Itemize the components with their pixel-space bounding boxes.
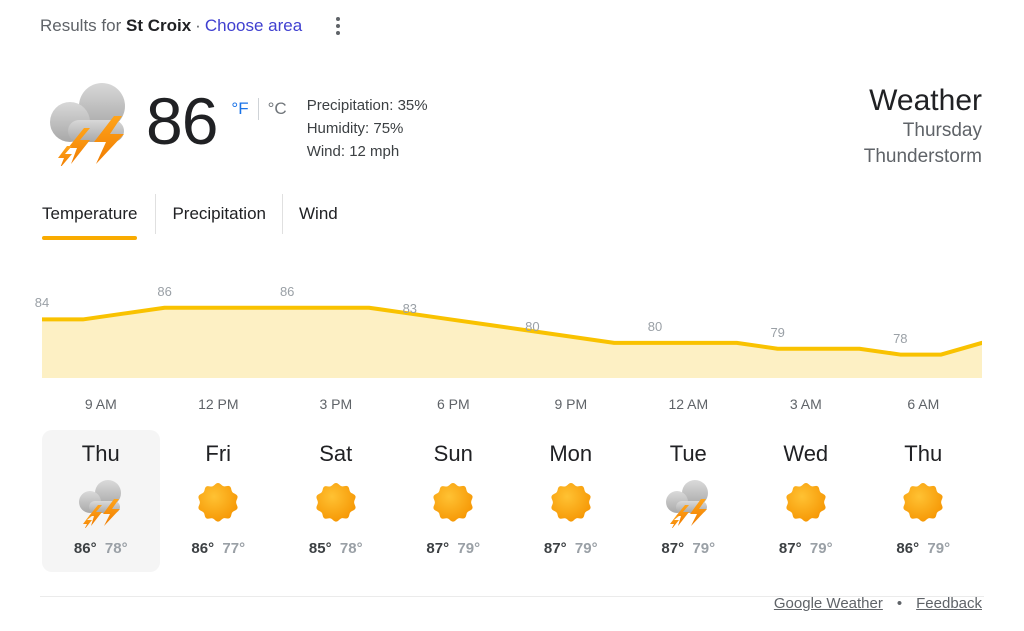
unit-divider [257,98,259,120]
forecast-low-temp: 79° [919,540,951,557]
daily-forecast: Thu 86° 78° Fri 86° 77° Sat [42,430,982,572]
forecast-low-temp: 79° [801,540,833,557]
time-axis-label: 3 AM [789,396,822,412]
chart-tabs: Temperature Precipitation Wind [40,194,354,240]
time-axis-label: 12 AM [668,396,709,412]
forecast-day-name: Sat [319,441,353,466]
forecast-day-card[interactable]: Wed 87° 79° [747,430,865,572]
forecast-high-temp: 86° [191,540,215,557]
time-axis-label: 9 AM [84,396,117,412]
forecast-day-temps: 86° 78° [74,540,128,557]
forecast-day-name: Tue [669,441,707,466]
forecast-day-card[interactable]: Thu 86° 79° [865,430,983,572]
forecast-day-card[interactable]: Thu 86° 78° [42,430,160,572]
weather-title-block: Weather Thursday Thunderstorm [864,84,982,170]
tab-temperature-label: Temperature [42,204,138,223]
sunny-icon [544,478,598,528]
current-day-label: Thursday [902,120,982,141]
forecast-day-card[interactable]: Sun 87° 79° [395,430,513,572]
forecast-day-temps: 87° 79° [661,540,715,557]
tab-precipitation[interactable]: Precipitation [155,194,282,234]
forecast-day-card[interactable]: Tue 87° 79° [630,430,748,572]
precipitation-label: Precipitation: 35% [306,97,428,114]
forecast-high-temp: 87° [778,540,802,557]
footer-separator: • [896,595,903,612]
wind-label: Wind: 12 mph [306,143,400,160]
sunny-icon [309,478,363,528]
sunny-icon [896,478,950,528]
forecast-low-temp: 78° [96,540,128,557]
kebab-menu-icon[interactable] [328,14,348,38]
footer-divider [40,596,984,597]
forecast-low-temp: 79° [566,540,598,557]
tab-wind-label: Wind [299,204,338,223]
current-details: Precipitation: 35% Humidity: 75% Wind: 1… [307,94,428,163]
sunny-icon [426,478,480,528]
forecast-high-temp: 87° [543,540,567,557]
forecast-day-card[interactable]: Sat 85° 78° [277,430,395,572]
footer: Google Weather • Feedback [774,595,982,612]
temperature-chart-svg [42,305,982,378]
forecast-day-temps: 87° 79° [426,540,480,557]
forecast-high-temp: 86° [896,540,920,557]
tab-temperature[interactable]: Temperature [40,194,155,240]
results-bar: Results for St Croix · Choose area [40,13,348,39]
forecast-high-temp: 85° [308,540,332,557]
chart-time-axis: 9 AM 12 PM 3 PM 6 PM 9 PM 12 AM 3 AM 6 AM [42,396,982,416]
forecast-day-card[interactable]: Mon 87° 79° [512,430,630,572]
forecast-low-temp: 79° [684,540,716,557]
forecast-day-name: Sun [433,441,473,466]
forecast-day-name: Mon [549,441,593,466]
sunny-icon [779,478,833,528]
tab-precipitation-label: Precipitation [172,204,266,223]
chart-area-fill [42,307,982,378]
current-temperature: 86 [146,84,218,158]
forecast-day-temps: 87° 79° [779,540,833,557]
choose-area-link[interactable]: Choose area [204,16,303,35]
unit-celsius-button[interactable]: °C [267,99,287,118]
forecast-high-temp: 87° [426,540,450,557]
forecast-day-card[interactable]: Fri 86° 77° [160,430,278,572]
forecast-day-name: Wed [783,441,829,466]
forecast-day-temps: 86° 79° [896,540,950,557]
forecast-low-temp: 78° [331,540,363,557]
time-axis-label: 9 PM [554,396,588,412]
forecast-high-temp: 87° [661,540,685,557]
forecast-day-temps: 86° 77° [191,540,245,557]
forecast-low-temp: 79° [449,540,481,557]
temperature-chart[interactable] [42,266,982,380]
chart-line [42,305,982,357]
google-weather-link[interactable]: Google Weather [773,595,883,612]
thunderstorm-icon [40,80,140,168]
forecast-low-temp: 77° [214,540,246,557]
feedback-link[interactable]: Feedback [916,595,982,612]
results-location-label: St Croix [125,16,192,35]
time-axis-label: 6 AM [907,396,940,412]
forecast-day-temps: 87° 79° [544,540,598,557]
forecast-high-temp: 86° [73,540,97,557]
time-axis-label: 6 PM [436,396,470,412]
forecast-day-temps: 85° 78° [309,540,363,557]
sunny-icon [191,478,245,528]
forecast-day-name: Thu [81,441,120,466]
humidity-label: Humidity: 75% [306,120,404,137]
results-separator: · [195,16,201,35]
forecast-day-name: Thu [904,441,943,466]
unit-toggle[interactable]: °F °C [231,98,287,120]
thunderstorm-icon [661,478,715,530]
time-axis-label: 12 PM [198,396,239,412]
current-condition-label: Thunderstorm [863,146,982,167]
page-title: Weather [869,84,982,117]
time-axis-label: 3 PM [319,396,353,412]
unit-fahrenheit-button[interactable]: °F [231,99,249,118]
forecast-day-name: Fri [205,441,232,466]
tab-wind[interactable]: Wind [282,194,354,234]
thunderstorm-icon [74,478,128,530]
current-conditions: 86 °F °C Precipitation: 35% Humidity: 75… [40,78,428,168]
results-prefix-label: Results for [40,16,126,35]
